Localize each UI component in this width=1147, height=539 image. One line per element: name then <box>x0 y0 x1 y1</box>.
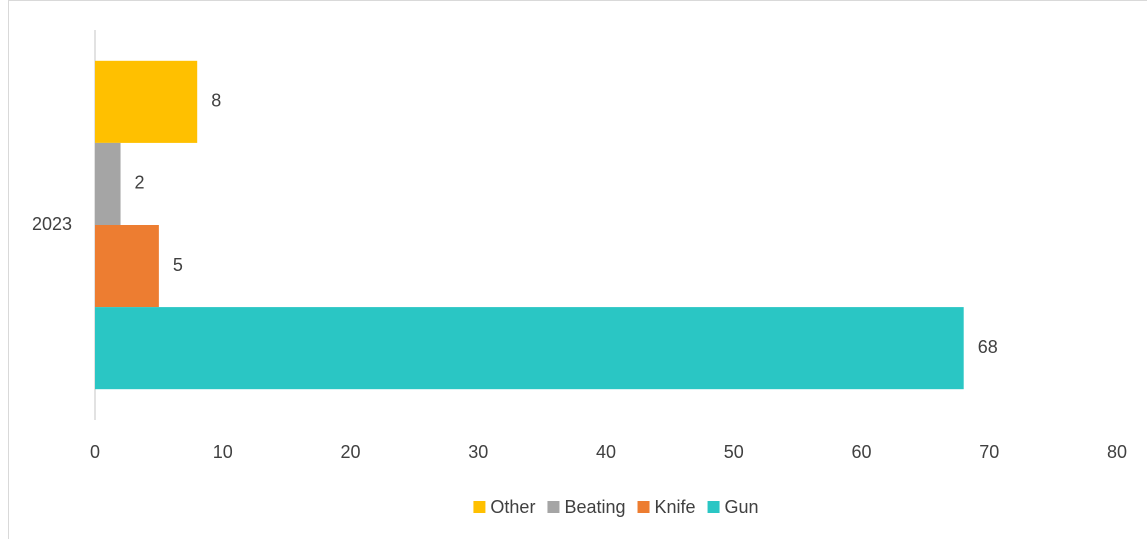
value-label: 2 <box>135 173 145 193</box>
legend-label: Other <box>490 497 535 517</box>
bar <box>95 60 198 143</box>
legend-swatch <box>707 501 720 513</box>
legend-label: Knife <box>655 497 696 517</box>
legend-swatch <box>547 501 560 513</box>
bar <box>95 307 964 390</box>
legend-swatch <box>637 501 650 513</box>
legend-label: Beating <box>564 497 625 517</box>
x-tick-label: 0 <box>90 442 100 462</box>
x-tick-label: 10 <box>213 442 233 462</box>
x-tick-label: 60 <box>851 442 871 462</box>
x-tick-label: 80 <box>1107 442 1127 462</box>
x-tick-label: 40 <box>596 442 616 462</box>
legend-label: Gun <box>725 497 759 517</box>
x-tick-label: 50 <box>724 442 744 462</box>
x-tick-label: 70 <box>979 442 999 462</box>
bar <box>95 142 121 225</box>
chart-border <box>8 0 1147 539</box>
x-tick-label: 30 <box>468 442 488 462</box>
value-label: 68 <box>978 337 998 357</box>
legend-swatch <box>473 501 486 513</box>
value-label: 8 <box>211 91 221 111</box>
x-tick-label: 20 <box>340 442 360 462</box>
y-tick-label: 2023 <box>32 214 72 234</box>
bar <box>95 225 159 308</box>
value-label: 5 <box>173 255 183 275</box>
